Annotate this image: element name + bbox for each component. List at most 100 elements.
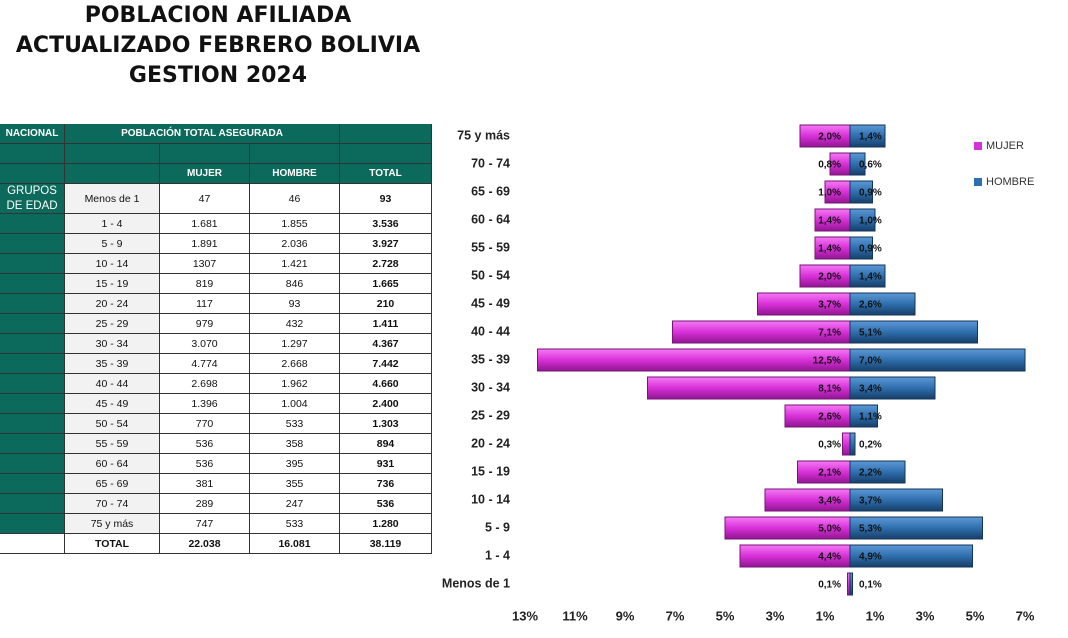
bar — [849, 544, 973, 568]
y-tick-label: 35 - 39 — [471, 352, 510, 366]
y-tick-label: 40 - 44 — [471, 324, 510, 338]
legend-swatch — [974, 178, 982, 186]
value-label: 3,4% — [818, 496, 841, 507]
value-label: 2,2% — [859, 468, 882, 479]
value-label: 0,3% — [818, 440, 841, 451]
header-cell — [0, 144, 65, 164]
total-value: 16.081 — [250, 534, 340, 554]
x-tick-label: 9% — [616, 608, 635, 623]
y-tick-label: 55 - 59 — [471, 240, 510, 254]
table-cell — [0, 474, 65, 494]
table-value: 819 — [160, 274, 250, 294]
age-group: 40 - 44 — [65, 374, 160, 394]
age-group: 25 - 29 — [65, 314, 160, 334]
title-line: GESTION 2024 — [128, 63, 308, 88]
x-tick-label: 3% — [766, 608, 785, 623]
bar — [849, 208, 876, 232]
table-value: 1.396 — [160, 394, 250, 414]
x-tick-label: 1% — [816, 608, 835, 623]
table-value: 979 — [160, 314, 250, 334]
value-label: 0,9% — [859, 188, 882, 199]
table-cell — [0, 454, 65, 474]
age-group: 15 - 19 — [65, 274, 160, 294]
age-group: 20 - 24 — [65, 294, 160, 314]
age-group: 60 - 64 — [65, 454, 160, 474]
table-cell — [0, 334, 65, 354]
x-tick-label: 11% — [562, 608, 588, 623]
table-value: 1.891 — [160, 234, 250, 254]
table-value: 2.668 — [250, 354, 340, 374]
value-label: 0,2% — [859, 440, 882, 451]
bar — [849, 264, 886, 288]
title-line: POBLACION AFILIADA — [84, 3, 352, 28]
header-cell: POBLACIÓN TOTAL ASEGURADA — [65, 124, 340, 144]
bar — [842, 432, 851, 456]
bar — [849, 516, 983, 540]
age-group: 35 - 39 — [65, 354, 160, 374]
table-value: 1.962 — [250, 374, 340, 394]
header-cell — [0, 164, 65, 184]
bar — [849, 124, 886, 148]
y-tick-label: 1 - 4 — [485, 548, 510, 562]
table-value: 846 — [250, 274, 340, 294]
header-cell — [340, 124, 432, 144]
value-label: 0,1% — [818, 580, 841, 591]
y-tick-label: 75 y más — [457, 128, 510, 142]
table-value: 117 — [160, 294, 250, 314]
age-group: 5 - 9 — [65, 234, 160, 254]
bar — [849, 348, 1026, 372]
table-value: 2.400 — [340, 394, 432, 414]
table-value: 536 — [340, 494, 432, 514]
bar — [849, 432, 856, 456]
header-cell — [340, 144, 432, 164]
value-label: 2,0% — [818, 272, 841, 283]
header-cell — [65, 144, 160, 164]
value-label: 2,6% — [859, 300, 882, 311]
value-label: 1,1% — [859, 412, 882, 423]
table-cell — [0, 414, 65, 434]
value-label: 1,0% — [818, 188, 841, 199]
age-group: Menos de 1 — [65, 184, 160, 214]
total-value: 38.119 — [340, 534, 432, 554]
y-tick-label: 50 - 54 — [471, 268, 510, 282]
table-value: 3.927 — [340, 234, 432, 254]
value-label: 1,4% — [818, 216, 841, 227]
total-value: 22.038 — [160, 534, 250, 554]
value-label: 2,1% — [818, 468, 841, 479]
table-value: 1307 — [160, 254, 250, 274]
table-value: 47 — [160, 184, 250, 214]
table-value: 894 — [340, 434, 432, 454]
bar — [849, 180, 873, 204]
age-group: 30 - 34 — [65, 334, 160, 354]
bar — [849, 488, 943, 512]
table-value: 1.280 — [340, 514, 432, 534]
table-cell — [0, 434, 65, 454]
x-tick-label: 5% — [716, 608, 735, 623]
value-label: 1,4% — [818, 244, 841, 255]
value-label: 7,1% — [818, 328, 841, 339]
value-label: 3,7% — [859, 496, 882, 507]
bar — [849, 404, 878, 428]
y-tick-label: 20 - 24 — [471, 436, 510, 450]
table-value: 4.774 — [160, 354, 250, 374]
value-label: 1,4% — [859, 132, 882, 143]
table-value: 536 — [160, 454, 250, 474]
table-value: 1.303 — [340, 414, 432, 434]
bar — [849, 376, 936, 400]
value-label: 2,0% — [818, 132, 841, 143]
y-tick-label: 70 - 74 — [471, 156, 510, 170]
bar — [849, 152, 866, 176]
table-value: 247 — [250, 494, 340, 514]
table-value: 355 — [250, 474, 340, 494]
value-label: 12,5% — [813, 356, 841, 367]
age-group: 50 - 54 — [65, 414, 160, 434]
value-label: 5,1% — [859, 328, 882, 339]
bar — [537, 348, 851, 372]
value-label: 0,8% — [818, 160, 841, 171]
title-line: ACTUALIZADO FEBRERO BOLIVIA — [15, 33, 421, 58]
table-value: 93 — [340, 184, 432, 214]
header-cell — [65, 164, 160, 184]
table-value: 770 — [160, 414, 250, 434]
table-cell — [0, 274, 65, 294]
